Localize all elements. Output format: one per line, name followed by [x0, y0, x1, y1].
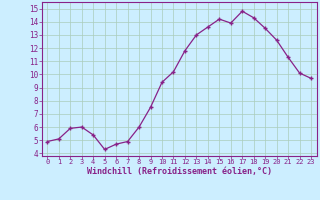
X-axis label: Windchill (Refroidissement éolien,°C): Windchill (Refroidissement éolien,°C) [87, 167, 272, 176]
